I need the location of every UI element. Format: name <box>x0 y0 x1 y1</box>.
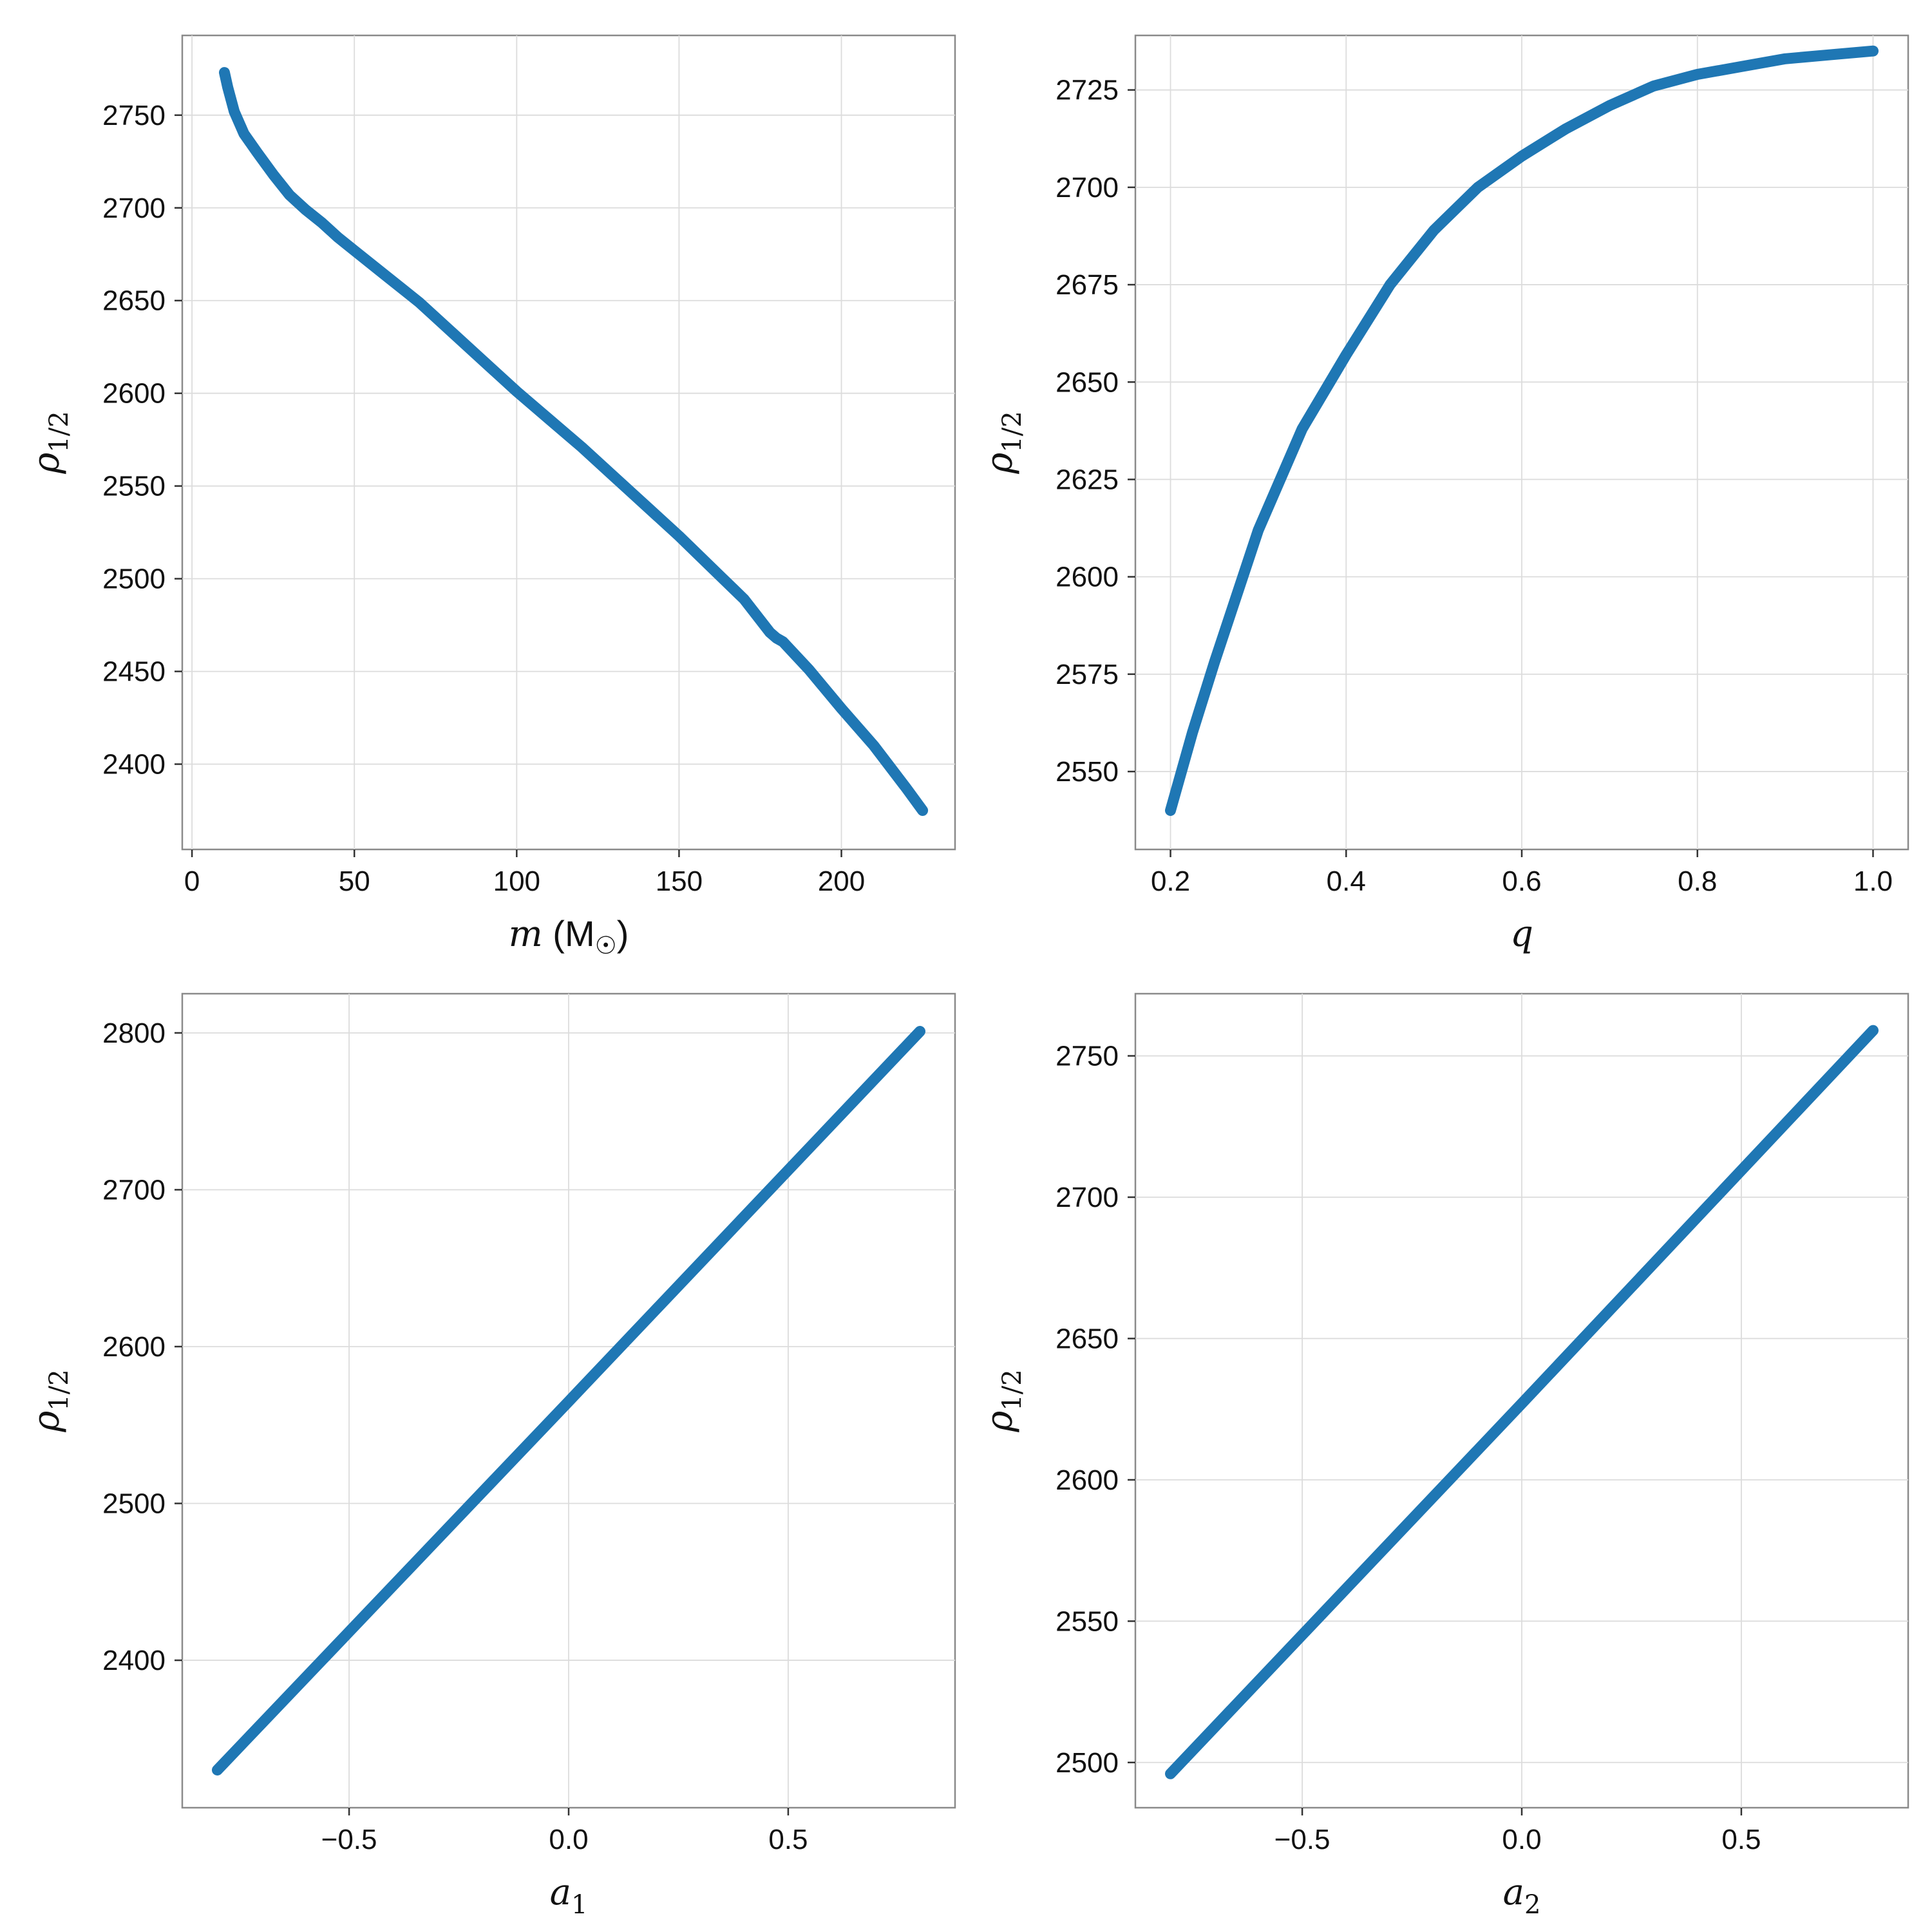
chart-3-x-axis-label: a2 <box>1503 1871 1541 1920</box>
chart-3-series-0 <box>1165 1025 1879 1779</box>
chart-2: −0.5 0.0 0.5 2400 2500 2600 2700 2800 a1 ρ1/2 <box>26 992 956 1920</box>
chart-0-x-axis-label-unit-sym: ☉ <box>595 933 617 960</box>
chart-0-x-tick-label-2: 100 <box>493 866 540 897</box>
chart-1-y-tick-label-1: 2575 <box>1056 659 1119 690</box>
chart-2-grid <box>182 994 955 1808</box>
chart-2-x-axis-label: a1 <box>550 1871 588 1920</box>
chart-3-y-axis-label-var: ρ <box>979 1411 1021 1433</box>
chart-0-x-tick-label-3: 150 <box>656 866 703 897</box>
chart-3-y-tick-label-2: 2600 <box>1056 1464 1119 1496</box>
chart-1-y-tick-label-7: 2725 <box>1056 75 1119 106</box>
chart-1-y-tick-label-3: 2625 <box>1056 464 1119 495</box>
chart-1-x-tick-label-4: 1.0 <box>1853 866 1893 897</box>
chart-3-y-tick-label-5: 2750 <box>1056 1041 1119 1072</box>
chart-0-y-tick-label-2: 2500 <box>102 564 166 595</box>
chart-1-y-tick-label-5: 2675 <box>1056 269 1119 301</box>
chart-1-x-tick-label-0: 0.2 <box>1151 866 1190 897</box>
chart-2-x-tick-label-1: 0.0 <box>549 1824 588 1855</box>
chart-0: 0 50 100 150 200 2400 2450 2500 2550 2600 2650 2700… <box>26 34 956 960</box>
chart-2-y-axis-label: ρ1/2 <box>26 1369 74 1432</box>
chart-0-y-tick-label-4: 2600 <box>102 378 166 410</box>
chart-0-y-tick-label-0: 2400 <box>102 749 166 781</box>
chart-1-x-tick-label-2: 0.6 <box>1502 866 1541 897</box>
chart-1-y-axis-label-sub: 1/2 <box>998 411 1027 452</box>
chart-0-y-axis-label-sub: 1/2 <box>44 411 74 452</box>
chart-2-y-axis-label-sub: 1/2 <box>44 1369 74 1410</box>
chart-1-y-tick-label-2: 2600 <box>1056 562 1119 593</box>
chart-0-y-tick-label-6: 2700 <box>102 193 166 224</box>
chart-0-series-0 <box>219 67 929 816</box>
chart-0-y-tick-label-1: 2450 <box>102 656 166 688</box>
chart-0-x-tick-label-0: 0 <box>184 866 200 897</box>
chart-3-y-tick-label-4: 2700 <box>1056 1182 1119 1213</box>
chart-0-y-axis-label: ρ1/2 <box>26 411 74 474</box>
chart-0-x-axis-label-unit: (M <box>543 913 595 954</box>
chart-1-grid <box>1135 35 1908 849</box>
chart-2-y-tick-label-2: 2600 <box>102 1331 166 1363</box>
chart-1: 0.2 0.4 0.6 0.8 1.0 2550 2575 2600 2625 2650 2675 2… <box>979 34 1909 955</box>
chart-0-grid <box>182 35 955 849</box>
chart-1-y-tick-label-6: 2700 <box>1056 172 1119 204</box>
chart-3: −0.5 0.0 0.5 2500 2550 2600 2650 2700 2750 a2 ρ1/2 <box>979 992 1909 1920</box>
chart-0-x-axis-label: m (M☉) <box>509 913 629 960</box>
chart-2-x-tick-label-2: 0.5 <box>768 1824 808 1855</box>
chart-0-y-tick-label-7: 2750 <box>102 100 166 131</box>
chart-3-x-tick-label-0: −0.5 <box>1274 1824 1331 1855</box>
chart-3-x-axis-label-var: a <box>1503 1871 1524 1913</box>
chart-1-y-axis-label: ρ1/2 <box>979 411 1027 474</box>
chart-1-x-tick-label-3: 0.8 <box>1678 866 1717 897</box>
chart-3-y-tick-label-0: 2500 <box>1056 1747 1119 1779</box>
chart-0-x-tick-label-1: 50 <box>339 866 370 897</box>
chart-2-y-tick-label-0: 2400 <box>102 1645 166 1676</box>
chart-1-x-axis-label-var: q <box>1510 913 1533 955</box>
chart-2-y-axis-label-var: ρ <box>26 1411 68 1433</box>
chart-0-x-axis-label-var: m <box>509 913 543 955</box>
chart-2-x-axis-label-sub: 1 <box>571 1890 587 1920</box>
chart-3-x-tick-label-1: 0.0 <box>1502 1824 1541 1855</box>
chart-0-y-tick-label-5: 2650 <box>102 285 166 317</box>
chart-2-y-tick-label-1: 2500 <box>102 1488 166 1520</box>
chart-1-x-axis-label: q <box>1510 913 1533 955</box>
chart-3-y-axis-label-sub: 1/2 <box>998 1369 1027 1410</box>
chart-1-y-tick-label-0: 2550 <box>1056 756 1119 788</box>
chart-2-x-axis-label-var: a <box>550 1871 571 1913</box>
chart-0-y-tick-label-3: 2550 <box>102 471 166 502</box>
chart-1-y-tick-label-4: 2650 <box>1056 366 1119 398</box>
chart-3-y-tick-label-1: 2550 <box>1056 1605 1119 1637</box>
chart-1-series-0 <box>1165 45 1879 816</box>
chart-1-x-tick-label-1: 0.4 <box>1327 866 1366 897</box>
chart-3-y-axis-label: ρ1/2 <box>979 1369 1027 1432</box>
chart-0-x-tick-label-4: 200 <box>818 866 865 897</box>
chart-2-y-tick-label-4: 2800 <box>102 1018 166 1049</box>
chart-3-x-axis-label-sub: 2 <box>1524 1890 1540 1920</box>
chart-3-x-tick-label-2: 0.5 <box>1721 1824 1761 1855</box>
chart-2-x-tick-label-0: −0.5 <box>321 1824 377 1855</box>
chart-2-y-tick-label-3: 2700 <box>102 1174 166 1206</box>
chart-1-y-axis-label-var: ρ <box>979 453 1021 475</box>
chart-2-series-0 <box>212 1026 925 1776</box>
chart-0-x-axis-label-unit-close: ) <box>617 913 629 954</box>
chart-0-y-axis-label-var: ρ <box>26 453 68 475</box>
chart-3-y-tick-label-3: 2650 <box>1056 1323 1119 1354</box>
